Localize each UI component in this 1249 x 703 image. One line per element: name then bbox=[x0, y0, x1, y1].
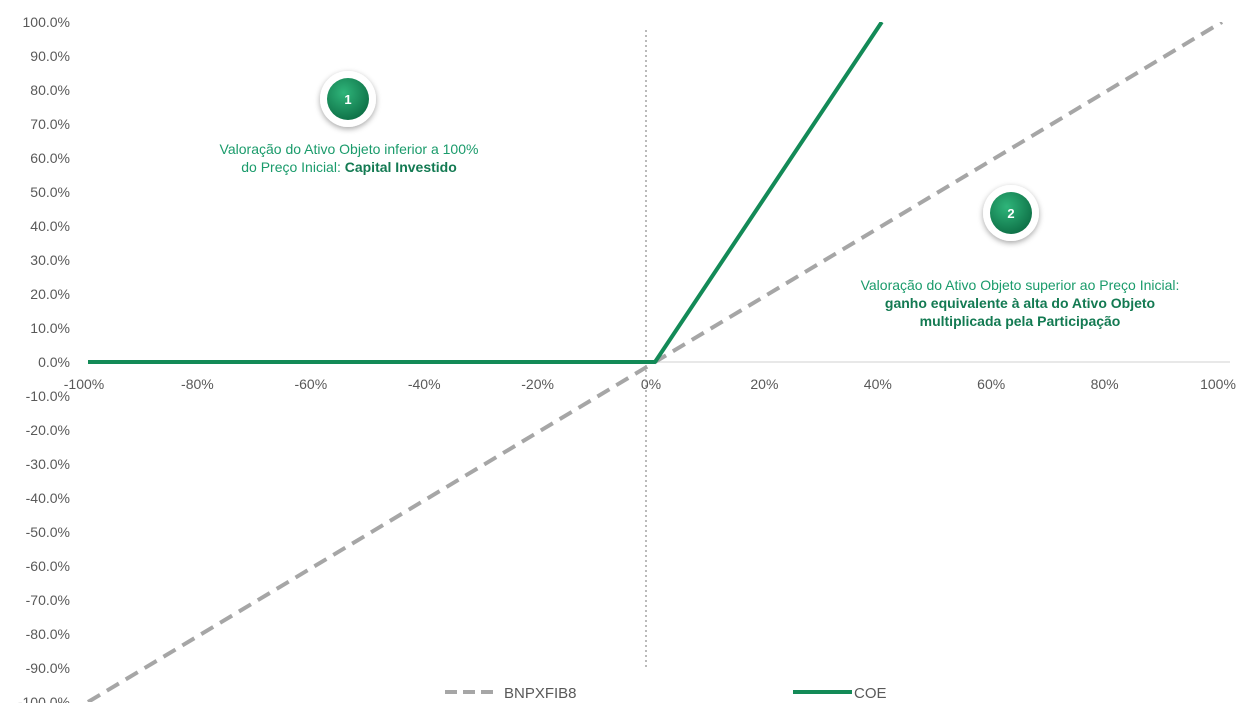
badge-number: 2 bbox=[1007, 206, 1014, 221]
annotation-2: 2 Valoração do Ativo Objeto superior ao P… bbox=[861, 185, 1180, 329]
x-tick-label: -100% bbox=[64, 376, 104, 392]
x-tick-label: -40% bbox=[408, 376, 441, 392]
annotation-text-line: multiplicada pela Participação bbox=[920, 313, 1121, 329]
legend: BNPXFIB8 COE bbox=[445, 685, 887, 702]
badge-circle bbox=[327, 78, 369, 120]
annotation-text-segment: multiplicada pela Participação bbox=[920, 313, 1121, 329]
legend-label-coe: COE bbox=[854, 685, 887, 702]
y-axis-tick-labels: 100.0% 90.0% 80.0% 70.0% 60.0% 50.0% 40.0% 30.0… bbox=[18, 14, 70, 703]
x-tick-label: -80% bbox=[181, 376, 214, 392]
annotation-text-line: do Preço Inicial: Capital Investido bbox=[241, 159, 457, 175]
y-tick-label: -10.0% bbox=[26, 388, 70, 404]
y-tick-label: 50.0% bbox=[30, 184, 70, 200]
annotation-text-line: Valoração do Ativo Objeto inferior a 100… bbox=[220, 141, 479, 157]
y-tick-label: 90.0% bbox=[30, 48, 70, 64]
x-tick-label: 0% bbox=[641, 376, 661, 392]
badge-circle bbox=[990, 192, 1032, 234]
x-tick-label: 80% bbox=[1091, 376, 1119, 392]
y-tick-label: 60.0% bbox=[30, 150, 70, 166]
annotation-text-segment: Capital Investido bbox=[345, 159, 457, 175]
y-tick-label: 30.0% bbox=[30, 252, 70, 268]
y-tick-label: 100.0% bbox=[23, 14, 70, 30]
y-tick-label: -100.0% bbox=[18, 694, 70, 703]
y-tick-label: -80.0% bbox=[26, 626, 70, 642]
y-tick-label: -90.0% bbox=[26, 660, 70, 676]
x-tick-label: 100% bbox=[1200, 376, 1236, 392]
y-tick-label: -50.0% bbox=[26, 524, 70, 540]
y-tick-label: -70.0% bbox=[26, 592, 70, 608]
series-line-coe bbox=[88, 22, 884, 364]
y-tick-label: -60.0% bbox=[26, 558, 70, 574]
annotation-text-segment: Valoração do Ativo Objeto superior ao Pr… bbox=[861, 277, 1180, 293]
x-tick-label: 20% bbox=[750, 376, 778, 392]
y-tick-label: 40.0% bbox=[30, 218, 70, 234]
x-tick-label: 40% bbox=[864, 376, 892, 392]
x-axis-tick-labels: -100% -80% -60% -40% -20% 0% 20% 40% 60% 80% 100% bbox=[64, 376, 1236, 392]
annotation-text-line: Valoração do Ativo Objeto superior ao Pr… bbox=[861, 277, 1180, 293]
y-tick-label: 0.0% bbox=[38, 354, 70, 370]
x-tick-label: -20% bbox=[521, 376, 554, 392]
x-tick-label: 60% bbox=[977, 376, 1005, 392]
y-tick-label: -40.0% bbox=[26, 490, 70, 506]
annotations-layer: 1 Valoração do Ativo Objeto inferior a 10… bbox=[220, 71, 1180, 329]
annotation-text-segment: do Preço Inicial: bbox=[241, 159, 345, 175]
badge-number: 1 bbox=[344, 92, 351, 107]
series-layer bbox=[86, 22, 1224, 702]
y-tick-label: 80.0% bbox=[30, 82, 70, 98]
y-tick-label: -20.0% bbox=[26, 422, 70, 438]
annotation-text-segment: ganho equivalente à alta do Ativo Objeto bbox=[885, 295, 1155, 311]
y-tick-label: 70.0% bbox=[30, 116, 70, 132]
y-tick-label: 10.0% bbox=[30, 320, 70, 336]
legend-label-bnpxfib8: BNPXFIB8 bbox=[504, 685, 577, 702]
annotation-text-line: ganho equivalente à alta do Ativo Objeto bbox=[885, 295, 1155, 311]
y-tick-label: 20.0% bbox=[30, 286, 70, 302]
x-tick-label: -60% bbox=[294, 376, 327, 392]
annotation-text-segment: Valoração do Ativo Objeto inferior a 100… bbox=[220, 141, 479, 157]
y-tick-label: -30.0% bbox=[26, 456, 70, 472]
annotation-1: 1 Valoração do Ativo Objeto inferior a 10… bbox=[220, 71, 479, 175]
